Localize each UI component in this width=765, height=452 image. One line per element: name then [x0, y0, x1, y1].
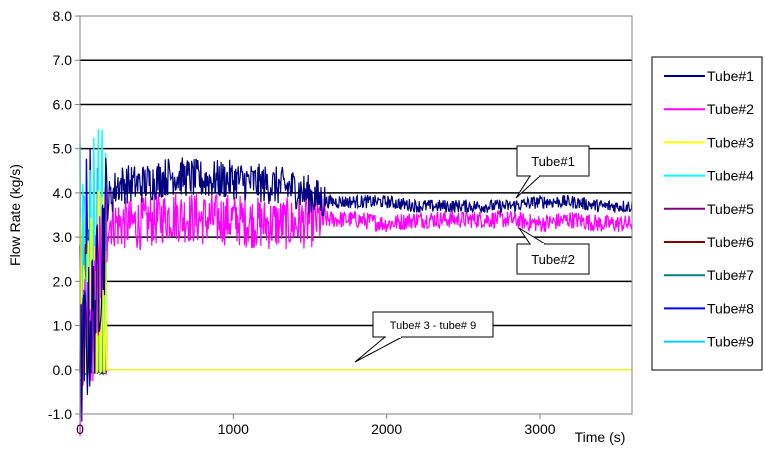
x-tick-label: 1000: [218, 421, 249, 437]
series-line-Tube1: [79, 157, 633, 422]
series-lines: [79, 128, 633, 437]
legend-label: Tube#2: [707, 101, 754, 117]
legend-items: Tube#1 Tube#2 Tube#3 Tube#4 Tube#5 Tube#6 Tube…: [664, 68, 754, 350]
y-tick-label: 4.0: [53, 185, 73, 201]
callout-tube1: Tube#1: [515, 145, 590, 199]
y-tick-label: 1.0: [53, 318, 73, 334]
y-tick-label: -1.0: [48, 406, 72, 422]
y-axis-label: Flow Rate (kg/s): [7, 164, 23, 266]
legend-label: Tube#1: [707, 68, 754, 84]
x-tick-labels: 0 1000 2000 3000: [76, 414, 556, 437]
legend-label: Tube#8: [707, 300, 754, 316]
legend-label: Tube#3: [707, 134, 754, 150]
x-tick-label: 3000: [524, 421, 555, 437]
y-tick-label: 8.0: [53, 8, 73, 24]
callout-tube2-text: Tube#2: [531, 252, 575, 267]
y-tick-label: 7.0: [53, 52, 73, 68]
callout-tube3-9: Tube# 3 - tube# 9: [354, 311, 494, 363]
y-tick-label: 6.0: [53, 96, 73, 112]
y-tick-label: 5.0: [53, 141, 73, 157]
x-tick-label: 2000: [371, 421, 402, 437]
callout-tube3-9-box: [372, 311, 494, 338]
legend-label: Tube#5: [707, 201, 754, 217]
y-tick-label: 0.0: [53, 362, 73, 378]
y-tick-labels: -1.0 0.0 1.0 2.0 3.0 4.0 5.0 6.0 7.0 8.0: [48, 8, 80, 422]
callout-tube3-9-text: Tube# 3 - tube# 9: [390, 320, 476, 332]
x-axis-label: Time (s): [575, 429, 626, 445]
callout-tube2: Tube#2: [516, 227, 590, 275]
callout-tube1-pointer: [515, 175, 542, 199]
series-line-Tube2: [79, 186, 633, 437]
plot-area: [79, 15, 633, 415]
legend-label: Tube#4: [707, 168, 754, 184]
legend-label: Tube#6: [707, 234, 754, 250]
legend-label: Tube#9: [707, 334, 754, 350]
grid-lines: [80, 59, 632, 371]
legend-label: Tube#7: [707, 267, 754, 283]
callout-tube1-box: [516, 145, 590, 177]
y-tick-label: 3.0: [53, 229, 73, 245]
x-tick-label: 0: [76, 421, 84, 437]
callout-tube3-9-pointer: [354, 336, 403, 363]
callout-tube1-text: Tube#1: [531, 154, 575, 169]
legend: Tube#1 Tube#2 Tube#3 Tube#4 Tube#5 Tube#6 Tube…: [651, 56, 763, 371]
callout-tube2-box: [516, 243, 590, 275]
y-tick-label: 2.0: [53, 273, 73, 289]
